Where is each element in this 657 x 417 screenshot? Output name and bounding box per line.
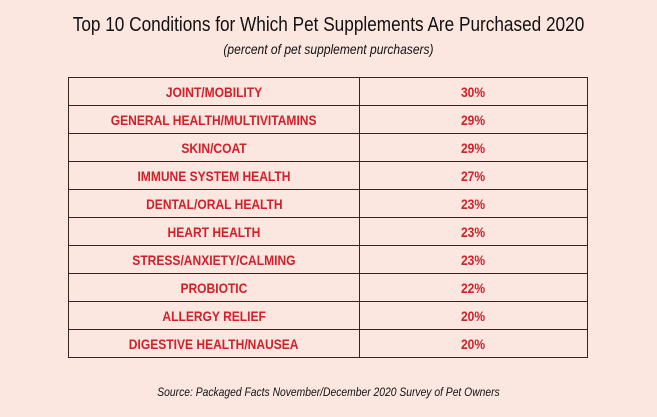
percent-cell: 23% bbox=[359, 189, 588, 218]
condition-cell: STRESS/ANXIETY/CALMING bbox=[68, 245, 360, 274]
percent-cell: 23% bbox=[359, 217, 588, 246]
percent-value: 23% bbox=[461, 251, 486, 268]
condition-label: HEART HEALTH bbox=[167, 223, 261, 240]
condition-cell: SKIN/COAT bbox=[68, 133, 360, 162]
percent-cell: 30% bbox=[359, 77, 588, 106]
table-row: JOINT/MOBILITY 30% bbox=[68, 77, 588, 106]
percent-cell: 22% bbox=[359, 273, 588, 302]
condition-cell: HEART HEALTH bbox=[68, 217, 360, 246]
table-row: IMMUNE SYSTEM HEALTH 27% bbox=[68, 161, 588, 190]
percent-value: 20% bbox=[461, 335, 486, 352]
chart-title: Top 10 Conditions for Which Pet Suppleme… bbox=[72, 14, 585, 36]
condition-cell: DIGESTIVE HEALTH/NAUSEA bbox=[68, 329, 360, 358]
table-row: SKIN/COAT 29% bbox=[68, 133, 588, 162]
percent-cell: 27% bbox=[359, 161, 588, 190]
condition-label: ALLERGY RELIEF bbox=[162, 307, 266, 324]
condition-cell: DENTAL/ORAL HEALTH bbox=[68, 189, 360, 218]
condition-cell: GENERAL HEALTH/MULTIVITAMINS bbox=[68, 105, 360, 134]
table-row: DENTAL/ORAL HEALTH 23% bbox=[68, 189, 588, 218]
condition-cell: ALLERGY RELIEF bbox=[68, 301, 360, 330]
table-row: ALLERGY RELIEF 20% bbox=[68, 301, 588, 330]
condition-cell: IMMUNE SYSTEM HEALTH bbox=[68, 161, 360, 190]
table-row: DIGESTIVE HEALTH/NAUSEA 20% bbox=[68, 329, 588, 358]
data-table: JOINT/MOBILITY 30% GENERAL HEALTH/MULTIVIT… bbox=[68, 77, 588, 358]
condition-label: JOINT/MOBILITY bbox=[165, 83, 263, 100]
percent-cell: 29% bbox=[359, 133, 588, 162]
condition-label: GENERAL HEALTH/MULTIVITAMINS bbox=[111, 111, 317, 128]
source-note: Source: Packaged Facts November/December… bbox=[157, 385, 500, 399]
chart-subtitle: (percent of pet supplement purchasers) bbox=[223, 41, 434, 57]
condition-label: PROBIOTIC bbox=[180, 279, 248, 296]
percent-value: 23% bbox=[461, 223, 486, 240]
table-row: HEART HEALTH 23% bbox=[68, 217, 588, 246]
condition-cell: PROBIOTIC bbox=[68, 273, 360, 302]
condition-cell: JOINT/MOBILITY bbox=[68, 77, 360, 106]
condition-label: DENTAL/ORAL HEALTH bbox=[145, 195, 283, 212]
percent-value: 20% bbox=[461, 307, 486, 324]
percent-cell: 20% bbox=[359, 329, 588, 358]
table-row: GENERAL HEALTH/MULTIVITAMINS 29% bbox=[68, 105, 588, 134]
table-row: STRESS/ANXIETY/CALMING 23% bbox=[68, 245, 588, 274]
condition-label: STRESS/ANXIETY/CALMING bbox=[132, 251, 296, 268]
percent-cell: 29% bbox=[359, 105, 588, 134]
percent-value: 29% bbox=[461, 139, 486, 156]
condition-label: DIGESTIVE HEALTH/NAUSEA bbox=[129, 335, 299, 352]
percent-value: 27% bbox=[461, 167, 486, 184]
data-table-container: JOINT/MOBILITY 30% GENERAL HEALTH/MULTIVIT… bbox=[68, 77, 588, 358]
table-body: JOINT/MOBILITY 30% GENERAL HEALTH/MULTIVIT… bbox=[68, 77, 588, 358]
percent-cell: 20% bbox=[359, 301, 588, 330]
percent-value: 23% bbox=[461, 195, 486, 212]
percent-value: 30% bbox=[461, 83, 486, 100]
percent-value: 22% bbox=[461, 279, 486, 296]
condition-label: IMMUNE SYSTEM HEALTH bbox=[137, 167, 291, 184]
condition-label: SKIN/COAT bbox=[181, 139, 247, 156]
percent-cell: 23% bbox=[359, 245, 588, 274]
percent-value: 29% bbox=[461, 111, 486, 128]
table-row: PROBIOTIC 22% bbox=[68, 273, 588, 302]
